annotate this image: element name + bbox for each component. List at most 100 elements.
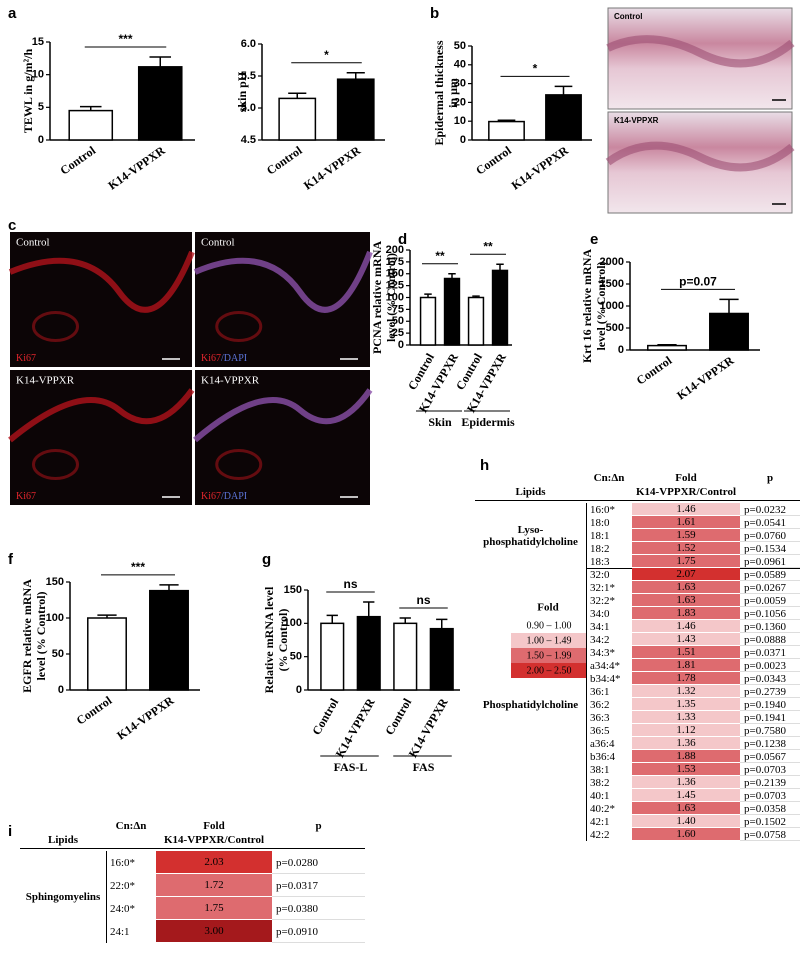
group-name-line: Lyso- [517, 523, 544, 536]
bar [491, 269, 509, 346]
y-tick-label: 0 [618, 344, 624, 356]
p-value: p=0.0343 [744, 672, 786, 685]
tissue-layer [605, 141, 795, 172]
fold-cell: 1.40 [632, 815, 740, 828]
y-tick-label: 5 [38, 101, 44, 113]
row-rule [740, 645, 800, 646]
legend-swatch [511, 633, 587, 648]
y-tick-label: 150 [386, 268, 404, 280]
significance-label: ** [435, 249, 445, 263]
bar [68, 109, 114, 141]
fold-cell: 1.72 [156, 874, 272, 897]
cn-border [586, 503, 587, 568]
bar [443, 277, 461, 346]
p-value: p=0.1502 [744, 815, 786, 828]
y-tick-label: 50 [454, 40, 466, 52]
stain-label: Ki67/DAPI [201, 491, 247, 502]
panel-letter: f [8, 551, 14, 568]
lipid-species: 34:3* [590, 646, 616, 659]
group-name-line: Phosphatidylcholine [482, 698, 579, 711]
error-bar [719, 298, 739, 314]
fold-cell: 1.59 [632, 529, 740, 542]
lipid-species: 40:1 [590, 789, 610, 802]
y-tick-label: 175 [386, 256, 404, 268]
table-header: Fold [675, 472, 697, 484]
table-header: K14-VPPXR/Control [635, 486, 736, 498]
lipid-species: 16:0* [110, 856, 136, 869]
y-tick-label: 25 [392, 327, 404, 339]
row-rule [272, 942, 365, 943]
p-value: p=0.0703 [744, 789, 786, 802]
y-tick-label: 100 [386, 291, 404, 303]
tissue-signal [8, 388, 195, 443]
y-tick-label: 2000 [600, 256, 624, 268]
stain-part: Ki67 [201, 353, 221, 364]
fold-cell: 3.00 [156, 920, 272, 943]
group-label: Epidermis [461, 415, 515, 429]
y-axis-label: level (% Control) [594, 261, 608, 350]
bar [647, 344, 687, 351]
fluorescence-image [10, 370, 192, 505]
p-value: p=0.0380 [276, 902, 318, 915]
fold-cell: 1.36 [632, 776, 740, 789]
lipid-species: 36:5 [590, 724, 610, 737]
y-tick-label: 10 [32, 69, 44, 81]
histology-label: Control [614, 12, 642, 21]
row-rule [740, 801, 800, 802]
lipid-species: 24:0* [110, 902, 136, 915]
row-rule [740, 788, 800, 789]
lipid-species: 38:2 [590, 776, 610, 789]
lipid-species: 32:1* [590, 581, 616, 594]
legend-label: 1.00 – 1.49 [527, 635, 572, 646]
panel-letter: a [8, 5, 17, 22]
legend-swatch [511, 648, 587, 663]
stain-label: Ki67/DAPI [201, 353, 247, 364]
row-rule [740, 554, 800, 555]
y-tick-label: 125 [386, 280, 404, 292]
y-tick-label: 0 [38, 134, 44, 146]
table-rule [475, 500, 800, 501]
bar [467, 296, 485, 346]
lipid-species: 16:0* [590, 503, 616, 516]
cn-border [106, 851, 107, 943]
tissue-signal [215, 311, 263, 342]
row-rule [740, 606, 800, 607]
y-tick-label: 20 [454, 96, 466, 108]
panel-letter: i [8, 823, 12, 840]
fold-cell: 1.32 [632, 685, 740, 698]
y-tick-label: 200 [386, 244, 404, 256]
bar [356, 615, 381, 691]
lipid-species: 18:1 [590, 529, 610, 542]
bar [419, 296, 437, 346]
lipid-species: 34:1 [590, 620, 610, 633]
p-value: p=0.0758 [744, 828, 786, 841]
fold-cell: 2.03 [156, 851, 272, 874]
error-bar [363, 601, 375, 617]
y-axis-label: Epidermal thickness [432, 40, 446, 145]
lipid-species: 18:2 [590, 542, 610, 555]
fold-cell: 1.52 [632, 542, 740, 555]
lipid-species: 24:1 [110, 925, 130, 938]
tissue-signal [32, 311, 79, 342]
x-tick-label: K14-VPPXR [674, 353, 736, 403]
row-rule [272, 896, 365, 897]
significance-label: ** [483, 239, 493, 253]
p-value: p=0.1940 [744, 698, 786, 711]
image-label: K14-VPPXR [16, 375, 75, 387]
bar [488, 120, 525, 141]
fold-cell: 1.43 [632, 633, 740, 646]
tissue-signal [215, 449, 263, 480]
tissue-signal [8, 250, 195, 313]
p-value: p=0.0567 [744, 750, 786, 763]
y-tick-label: 40 [454, 59, 466, 71]
table-header: Cn:Δn [115, 820, 147, 832]
table-header: Cn:Δn [593, 472, 625, 484]
row-rule [740, 827, 800, 828]
y-tick-label: 75 [392, 303, 404, 315]
y-axis-label: level (% Control) [34, 591, 48, 680]
bar [709, 312, 749, 351]
significance-label: p=0.07 [679, 275, 717, 289]
y-tick-label: 1000 [600, 300, 624, 312]
p-value: p=0.0541 [744, 516, 786, 529]
